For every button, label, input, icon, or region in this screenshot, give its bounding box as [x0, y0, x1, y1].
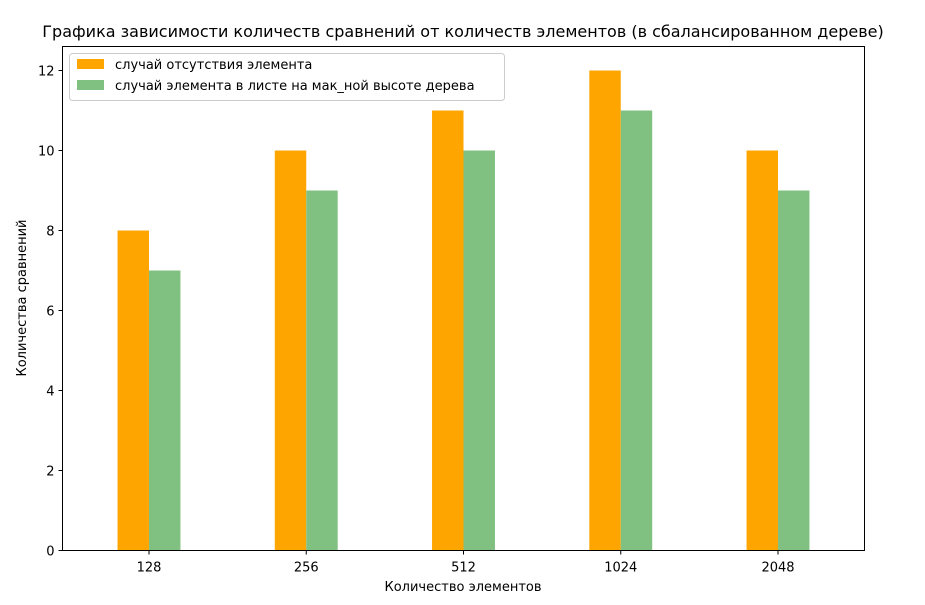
legend-label-series-0: случай отсутствия элемента: [115, 58, 312, 73]
x-axis: 128 256 512 1024 2048: [137, 550, 795, 576]
bar-series-0-256: [274, 150, 307, 551]
y-tick-label: 10: [38, 145, 55, 160]
y-tick-label: 12: [38, 65, 55, 80]
y-tick-label: 0: [46, 545, 54, 560]
x-tick-label: 512: [451, 561, 476, 576]
y-tick-label: 8: [46, 225, 54, 240]
bars: [117, 70, 810, 551]
y-axis-label: Количества сравнений: [15, 219, 30, 376]
bar-series-1-256: [306, 190, 338, 551]
x-tick-label: 128: [137, 561, 162, 576]
bar-series-0-512: [432, 110, 464, 551]
legend-label-series-1: случай элемента в листе на мак_ной высот…: [115, 79, 475, 94]
x-axis-label: Количество элементов: [384, 580, 541, 595]
y-axis: 0 2 4 6 8 10 12: [38, 65, 63, 560]
y-tick-label: 2: [46, 465, 54, 480]
bar-series-1-128: [148, 270, 181, 551]
bar-series-0-128: [117, 230, 149, 551]
x-tick-label: 2048: [761, 561, 794, 576]
legend: случай отсутствия элемента случай элемен…: [69, 53, 505, 101]
legend-swatch-series-0: [77, 59, 104, 69]
legend-swatch-series-1: [77, 80, 104, 90]
x-tick-label: 1024: [604, 561, 637, 576]
bar-series-1-1024: [620, 110, 653, 551]
y-tick-label: 6: [46, 305, 54, 320]
y-tick-label: 4: [46, 385, 54, 400]
legend-box: [69, 53, 505, 101]
bar-series-1-512: [463, 150, 495, 551]
bar-series-1-2048: [778, 190, 810, 551]
bar-series-0-2048: [746, 150, 779, 551]
chart-title: Графика зависимости количеств сравнений …: [42, 22, 883, 41]
x-tick-label: 256: [294, 561, 319, 576]
bar-series-0-1024: [589, 70, 621, 551]
